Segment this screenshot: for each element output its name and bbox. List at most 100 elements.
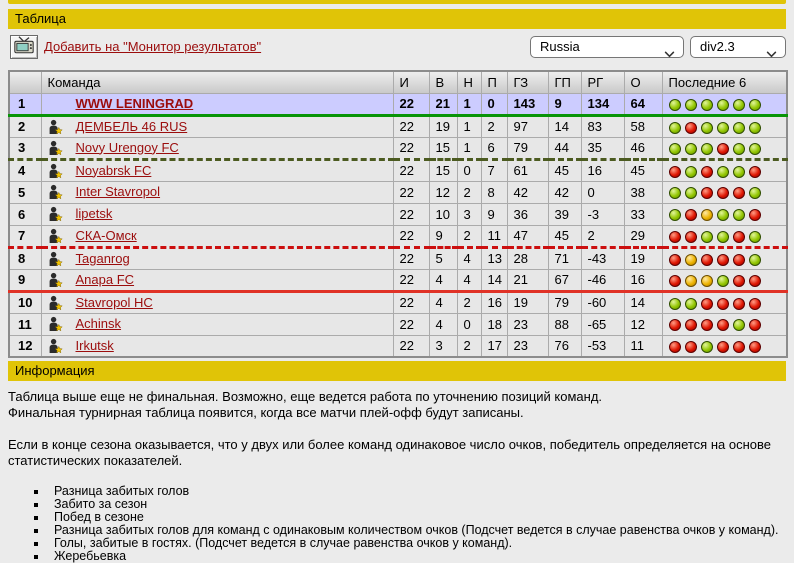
stat-cell: 61 [506,158,549,182]
green-ball-win-icon [668,187,681,200]
green-ball-win-icon [668,121,681,134]
stat-cell: 6 [480,136,508,161]
table-section-title: Таблица [15,11,66,26]
manager-icon [48,140,63,156]
yellow-ball-draw-icon [684,253,697,266]
green-ball-win-icon [732,165,745,178]
team-link[interactable]: WWW LENINGRAD [75,95,194,111]
position-cell: 1 [8,92,42,117]
team-cell: Taganrog [40,246,394,270]
team-link[interactable]: Novy Urengoy FC [75,139,179,155]
team-link[interactable]: Taganrog [75,250,130,266]
red-ball-loss-icon [700,253,713,266]
stat-cell: 16 [623,268,663,293]
red-ball-loss-icon [716,142,729,155]
column-header-П: П [480,70,508,94]
last6-cell [661,290,788,314]
table-section-bar: Таблица [8,9,786,29]
stat-cell: 21 [506,268,549,293]
stat-cell: 33 [623,202,663,226]
stat-cell: 143 [506,92,549,117]
green-ball-win-icon [748,98,761,111]
stat-cell: -53 [580,334,625,358]
green-ball-win-icon [716,209,729,222]
division-select[interactable]: div2.3 [690,36,786,58]
last6-cell [661,268,788,293]
info-paragraph: Таблица выше еще не финальная. Возможно,… [8,389,603,420]
green-ball-win-icon [668,209,681,222]
team-link[interactable]: Anapa FC [75,271,135,287]
country-select[interactable]: Russia [530,36,684,58]
team-link[interactable]: СКА-Омск [75,227,137,243]
stat-cell: 4 [456,268,482,293]
team-link[interactable]: Irkutsk [75,337,114,353]
stat-cell: 22 [392,312,430,336]
stat-cell: 3 [456,202,482,226]
stat-cell: 22 [392,246,430,270]
stat-cell: 19 [428,114,458,138]
team-cell: lipetsk [40,202,394,226]
stat-cell: 46 [623,136,663,161]
monitor-button[interactable] [10,35,38,59]
red-ball-loss-icon [668,253,681,266]
column-header-О: О [623,70,663,94]
stat-cell: 7 [480,158,508,182]
column-header-Команда: Команда [40,70,394,94]
green-ball-win-icon [700,121,713,134]
team-cell: Inter Stavropol [40,180,394,204]
team-cell: Irkutsk [40,334,394,358]
stat-cell: 14 [547,114,582,138]
red-ball-loss-icon [684,340,697,353]
position-cell: 2 [8,114,42,138]
red-ball-loss-icon [668,165,681,178]
stat-cell: 47 [506,224,549,249]
last6-cell [661,92,788,117]
position-cell: 9 [8,268,42,293]
stat-cell: 4 [428,290,458,314]
monitor-link[interactable]: Добавить на "Монитор результатов" [44,39,262,54]
stat-cell: -65 [580,312,625,336]
red-ball-loss-icon [700,319,713,332]
stat-cell: 64 [623,92,663,117]
red-ball-loss-icon [716,253,729,266]
stat-cell: 14 [480,268,508,293]
green-ball-win-icon [748,230,761,243]
stat-cell: 2 [456,290,482,314]
green-ball-win-icon [748,121,761,134]
stat-cell: 134 [580,92,625,117]
manager-icon [48,119,63,135]
green-ball-win-icon [684,98,697,111]
manager-icon [48,184,63,200]
last6-cell [661,202,788,226]
stat-cell: 45 [547,224,582,249]
tiebreaker-item: Побед в сезоне [48,511,786,524]
stat-cell: 44 [547,136,582,161]
manager-icon [48,251,63,267]
stat-cell: 0 [456,312,482,336]
team-link[interactable]: Inter Stavropol [75,184,161,199]
stat-cell: 22 [392,334,430,358]
team-link[interactable]: Stavropol HC [75,294,153,310]
stat-cell: 83 [580,114,625,138]
stat-cell: 15 [428,158,458,182]
column-header-И: И [392,70,430,94]
red-ball-loss-icon [748,297,761,310]
column-header-В: В [428,70,458,94]
tiebreaker-item: Жеребьевка [48,550,786,563]
standings-table: Команда И В Н П ГЗ ГП РГ О Последние 6 1 WWW LENIN… [8,70,788,358]
green-ball-win-icon [668,142,681,155]
column-header-ГЗ: ГЗ [506,70,549,94]
info-section-bar: Информация [8,361,786,381]
team-cell: Stavropol HC [40,290,394,314]
red-ball-loss-icon [700,165,713,178]
stat-cell: 12 [428,180,458,204]
stat-cell: -3 [580,202,625,226]
stat-cell: 36 [506,202,549,226]
team-link[interactable]: lipetsk [75,206,113,221]
team-link[interactable]: Achinsk [75,316,122,331]
red-ball-loss-icon [684,209,697,222]
red-ball-loss-icon [700,297,713,310]
team-link[interactable]: ДЕМБЕЛЬ 46 RUS [75,118,188,134]
red-ball-loss-icon [716,319,729,332]
team-link[interactable]: Noyabrsk FC [75,162,152,178]
